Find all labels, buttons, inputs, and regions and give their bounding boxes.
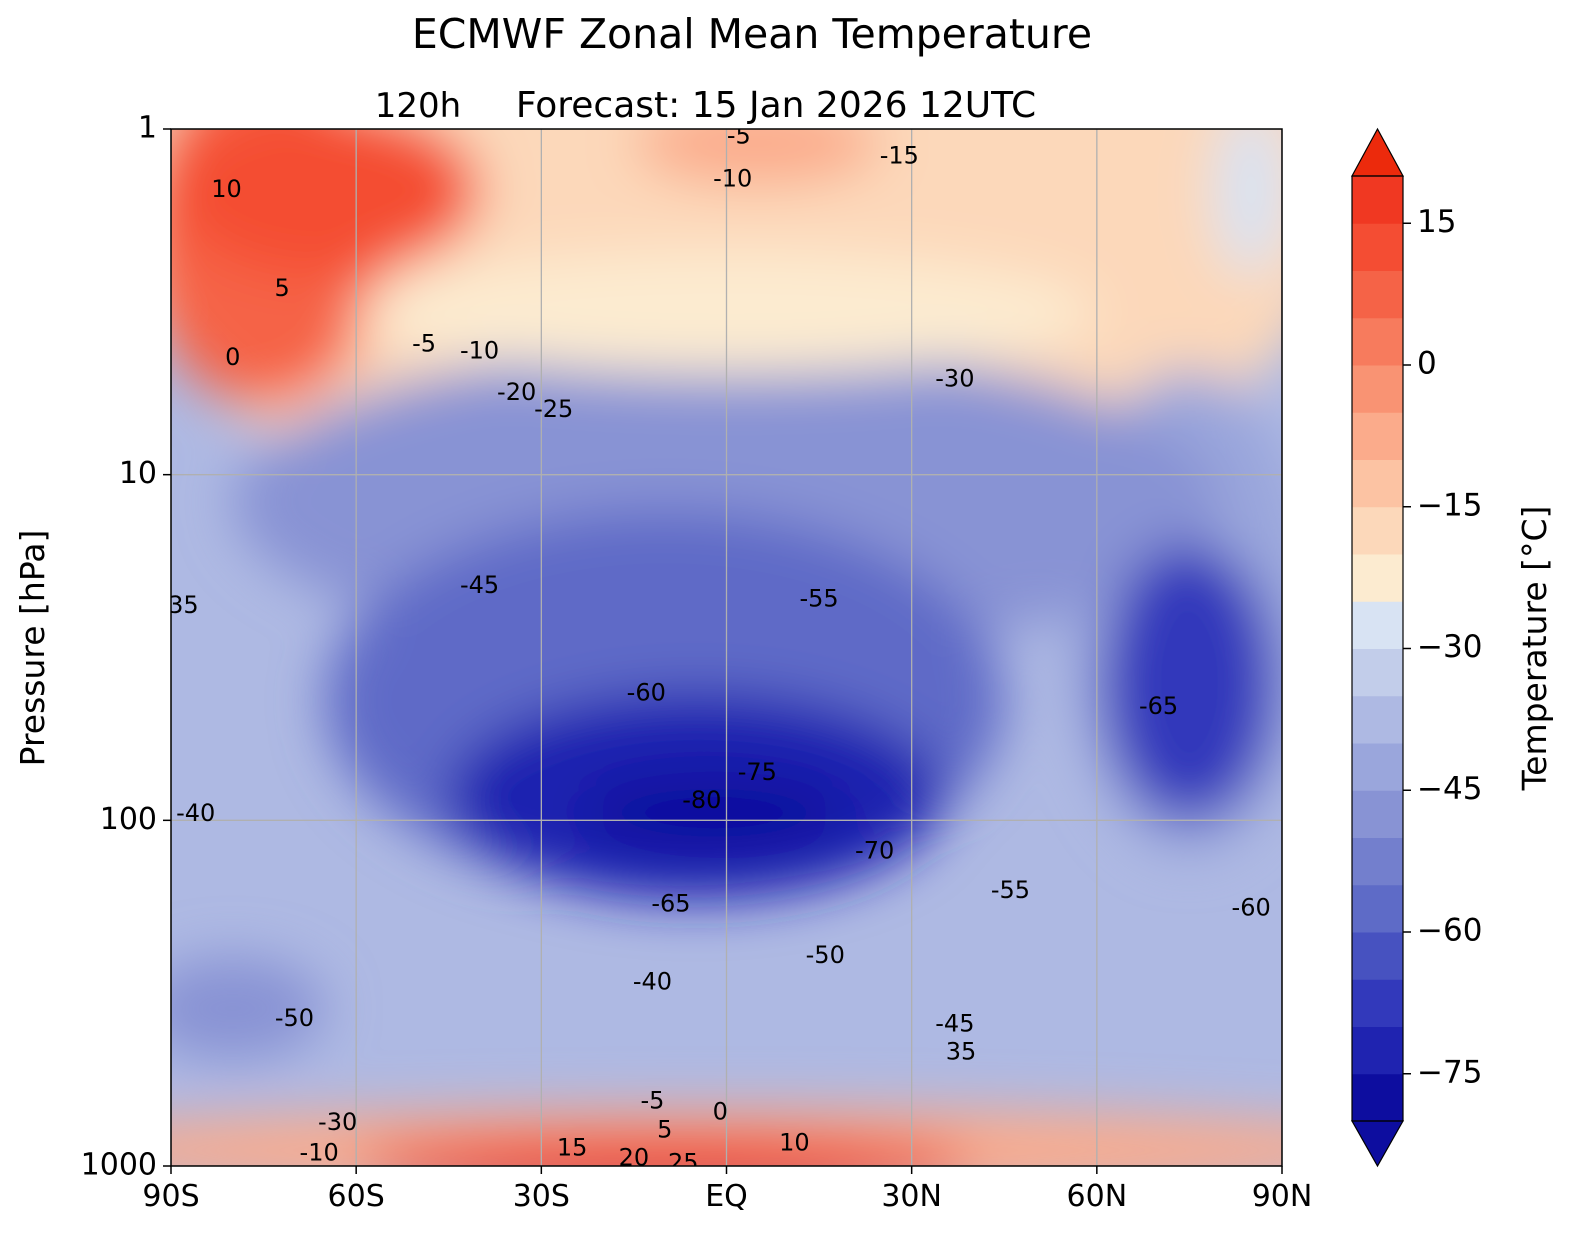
contour-label: -20 bbox=[497, 378, 536, 406]
contour-label: 0 bbox=[225, 343, 240, 371]
colorbar-segment bbox=[1352, 223, 1403, 271]
y-axis: 1 10 100 1000 bbox=[81, 111, 171, 1183]
contour-label: -65 bbox=[1139, 692, 1178, 720]
colorbar-segment bbox=[1352, 554, 1403, 602]
colorbar: 15 0 −15 −30 −45 −60 −75 bbox=[1350, 127, 1482, 1168]
colorbar-extend-max bbox=[1350, 127, 1405, 177]
colorbar-segment bbox=[1352, 743, 1403, 791]
y-axis-label: Pressure [hPa] bbox=[13, 530, 52, 767]
temperature-region bbox=[356, 1135, 974, 1166]
colorbar-segment bbox=[1352, 695, 1403, 744]
colorbar-tick-label: 0 bbox=[1417, 346, 1437, 382]
contour-label: -5 bbox=[727, 121, 751, 149]
colorbar-segment bbox=[1352, 837, 1403, 886]
x-tick-label: 90N bbox=[1252, 1179, 1313, 1214]
contour-label: 5 bbox=[657, 1116, 672, 1144]
colorbar-segment bbox=[1352, 459, 1403, 508]
colorbar-extend-min bbox=[1350, 1120, 1405, 1168]
temperature-region bbox=[1214, 129, 1282, 277]
colorbar-segment bbox=[1352, 270, 1403, 319]
colorbar-segment bbox=[1352, 1073, 1403, 1122]
contour-label: -50 bbox=[806, 941, 845, 969]
y-tick-label: 10 bbox=[119, 456, 157, 491]
colorbar-tick-label: −45 bbox=[1417, 771, 1482, 807]
contour-label: -25 bbox=[534, 395, 573, 423]
contour-label: -5 bbox=[640, 1086, 664, 1114]
temperature-region bbox=[633, 129, 881, 185]
contour-label: 35 bbox=[946, 1038, 977, 1066]
colorbar-tick-label: −75 bbox=[1417, 1054, 1482, 1090]
colorbar-segment bbox=[1352, 365, 1403, 413]
temperature-region bbox=[1103, 544, 1276, 822]
contour-label: -40 bbox=[176, 799, 215, 827]
contour-label: -10 bbox=[713, 165, 752, 193]
colorbar-segment bbox=[1352, 932, 1403, 980]
contour-label: -30 bbox=[318, 1108, 357, 1136]
contour-label: -75 bbox=[738, 758, 777, 786]
chart-subtitle-left: 120h bbox=[375, 86, 461, 126]
colorbar-segment bbox=[1352, 601, 1403, 649]
contour-label: -10 bbox=[460, 336, 499, 364]
contour-label: -65 bbox=[651, 889, 690, 917]
colorbar-segment bbox=[1352, 412, 1403, 460]
colorbar-segment bbox=[1352, 790, 1403, 838]
x-tick-label: EQ bbox=[705, 1179, 748, 1214]
colorbar-segment bbox=[1352, 884, 1403, 933]
contour-label: -60 bbox=[1232, 894, 1271, 922]
colorbar-tick-label: −15 bbox=[1417, 487, 1482, 523]
y-tick-label: 1 bbox=[138, 111, 157, 146]
colorbar-segment bbox=[1352, 1026, 1403, 1075]
y-tick-label: 1000 bbox=[81, 1148, 157, 1183]
grid bbox=[171, 129, 1282, 1166]
contour-label: 15 bbox=[557, 1134, 588, 1162]
temperature-region bbox=[171, 129, 480, 277]
contour-label: 5 bbox=[274, 274, 289, 302]
temperature-region bbox=[578, 771, 850, 855]
contour-label: -5 bbox=[412, 329, 436, 357]
colorbar-tick-label: 15 bbox=[1417, 204, 1456, 240]
contour-label: -10 bbox=[300, 1138, 339, 1166]
colorbar-segment bbox=[1352, 979, 1403, 1027]
contour-label: -55 bbox=[799, 585, 838, 613]
contour-label: -40 bbox=[633, 968, 672, 996]
contour-label: -60 bbox=[627, 679, 666, 707]
contour-label: -15 bbox=[880, 141, 919, 169]
contour-label: 10 bbox=[779, 1128, 810, 1156]
colorbar-segment bbox=[1352, 176, 1403, 224]
colorbar-segment bbox=[1352, 317, 1403, 366]
x-tick-label: 60S bbox=[328, 1179, 385, 1214]
chart-title: ECMWF Zonal Mean Temperature bbox=[412, 10, 1092, 58]
contour-label: -50 bbox=[275, 1004, 314, 1032]
contour-label: -55 bbox=[991, 876, 1030, 904]
y-tick-label: 100 bbox=[100, 802, 157, 837]
contour-label: 25 bbox=[668, 1149, 699, 1177]
contour-label: -70 bbox=[855, 836, 894, 864]
x-tick-label: 30N bbox=[881, 1179, 942, 1214]
contour-label: -30 bbox=[935, 364, 974, 392]
x-tick-label: 90S bbox=[142, 1179, 199, 1214]
contour-label: 10 bbox=[211, 175, 242, 203]
colorbar-tick-label: −60 bbox=[1417, 913, 1482, 949]
contour-label: 20 bbox=[619, 1143, 650, 1171]
contour-label: 35 bbox=[168, 591, 199, 619]
temperature-region bbox=[171, 956, 326, 1061]
x-tick-label: 30S bbox=[513, 1179, 570, 1214]
chart-subtitle: Forecast: 15 Jan 2026 12UTC bbox=[516, 85, 1036, 126]
contour-label: -45 bbox=[935, 1010, 974, 1038]
contour-label: -80 bbox=[682, 786, 721, 814]
colorbar-segment bbox=[1352, 648, 1403, 697]
x-axis: 90S 60S 30S EQ 30N 60N 90N bbox=[142, 1166, 1312, 1214]
colorbar-tick-label: −30 bbox=[1417, 629, 1482, 665]
contour-label: 0 bbox=[713, 1097, 728, 1125]
colorbar-segment bbox=[1352, 506, 1403, 555]
colorbar-label: Temperature [°C] bbox=[1515, 506, 1554, 792]
x-tick-label: 60N bbox=[1067, 1179, 1128, 1214]
contour-label: -45 bbox=[460, 571, 499, 599]
